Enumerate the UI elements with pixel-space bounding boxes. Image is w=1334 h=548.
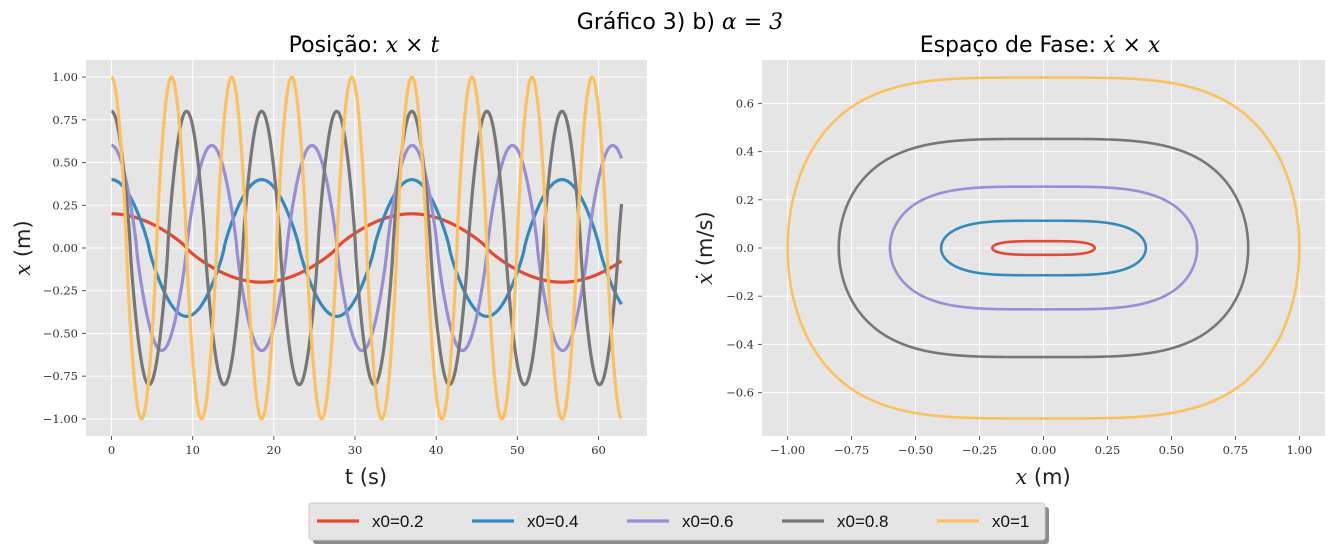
left-ytick-label: 1.00 xyxy=(52,70,78,84)
right-xtick-label: 1.00 xyxy=(1287,443,1313,457)
right-ytick-label: −0.4 xyxy=(726,337,754,351)
left-ytick-label: 0.75 xyxy=(52,113,78,127)
right-xtick-label: 0.00 xyxy=(1031,443,1057,457)
phase-curve-x0-0-8 xyxy=(837,137,1250,359)
right-ytick-label: −0.2 xyxy=(726,289,754,303)
left-ytick-label: −1.00 xyxy=(43,412,78,426)
left-ytick-label: 0.50 xyxy=(52,156,78,170)
right-lines xyxy=(786,76,1301,420)
phase-curve-x0-0-4 xyxy=(939,219,1148,277)
left-ytick-label: 0.00 xyxy=(52,241,78,255)
left-ticks: 0 10 20 30 40 50 60 1.00 0.75 0.50 0.25 0.00 −0.25 −0… xyxy=(43,70,606,457)
left-xtick-label: 10 xyxy=(185,443,200,457)
phase-curve-x0-0-2 xyxy=(991,239,1096,257)
left-lines xyxy=(110,75,624,421)
left-xtick-label: 40 xyxy=(429,443,444,457)
right-title: Espaço de Fase: ẋ × x xyxy=(920,33,1161,58)
right-xtick-label: −0.75 xyxy=(834,443,869,457)
right-ticks: −1.00 −0.75 −0.50 −0.25 0.00 0.25 0.50 0.75 1.00… xyxy=(726,96,1312,457)
right-xtick-label: 0.75 xyxy=(1223,443,1249,457)
left-ylabel: x (m) xyxy=(11,220,35,275)
figure-suptitle: Gráfico 3) b) α = 3 xyxy=(577,10,783,35)
right-ytick-label: 0.2 xyxy=(736,193,754,207)
legend-box xyxy=(308,502,1046,541)
left-xtick-label: 0 xyxy=(108,443,115,457)
suptitle-math: α = 3 xyxy=(722,10,783,35)
legend: x0=0.2 x0=0.4 x0=0.6 x0=0.8 x0=1 xyxy=(308,502,1049,544)
left-title: Posição: x × t xyxy=(289,33,440,58)
left-xtick-label: 50 xyxy=(510,443,525,457)
right-ytick-label: 0.6 xyxy=(736,96,754,110)
right-ytick-label: 0.4 xyxy=(736,145,754,159)
right-xtick-label: −0.25 xyxy=(962,443,997,457)
legend-label: x0=0.4 xyxy=(527,512,579,531)
phase-curve-x0-1 xyxy=(786,76,1301,420)
left-ytick-label: −0.50 xyxy=(43,326,78,340)
right-ylabel: ẋ (m/s) xyxy=(693,211,717,284)
legend-label: x0=0.2 xyxy=(372,512,424,531)
left-xtick-label: 20 xyxy=(267,443,282,457)
left-ytick-label: 0.25 xyxy=(52,198,78,212)
right-xtick-label: −1.00 xyxy=(770,443,805,457)
legend-label: x0=0.6 xyxy=(682,512,734,531)
series-line-x0-0-6 xyxy=(110,143,624,353)
right-xlabel: x (m) xyxy=(1015,465,1070,489)
left-ytick-label: −0.75 xyxy=(43,369,78,383)
left-ytick-label: −0.25 xyxy=(43,284,78,298)
right-ytick-label: −0.6 xyxy=(726,386,754,400)
right-xtick-label: 0.25 xyxy=(1095,443,1121,457)
legend-label: x0=0.8 xyxy=(837,512,889,531)
left-xlabel: t (s) xyxy=(345,465,387,489)
suptitle-prefix: Gráfico 3) b) xyxy=(577,10,722,35)
left-xtick-label: 60 xyxy=(591,443,606,457)
right-ytick-label: 0.0 xyxy=(736,241,754,255)
legend-items: x0=0.2 x0=0.4 x0=0.6 x0=0.8 x0=1 xyxy=(317,512,1029,531)
left-xtick-label: 30 xyxy=(348,443,363,457)
right-xtick-label: −0.50 xyxy=(898,443,933,457)
phase-curve-x0-0-6 xyxy=(888,185,1199,311)
series-line-x0-0-8 xyxy=(110,109,624,387)
right-xtick-label: 0.50 xyxy=(1159,443,1185,457)
legend-label: x0=1 xyxy=(992,512,1029,531)
series-line-x0-1 xyxy=(110,75,623,421)
